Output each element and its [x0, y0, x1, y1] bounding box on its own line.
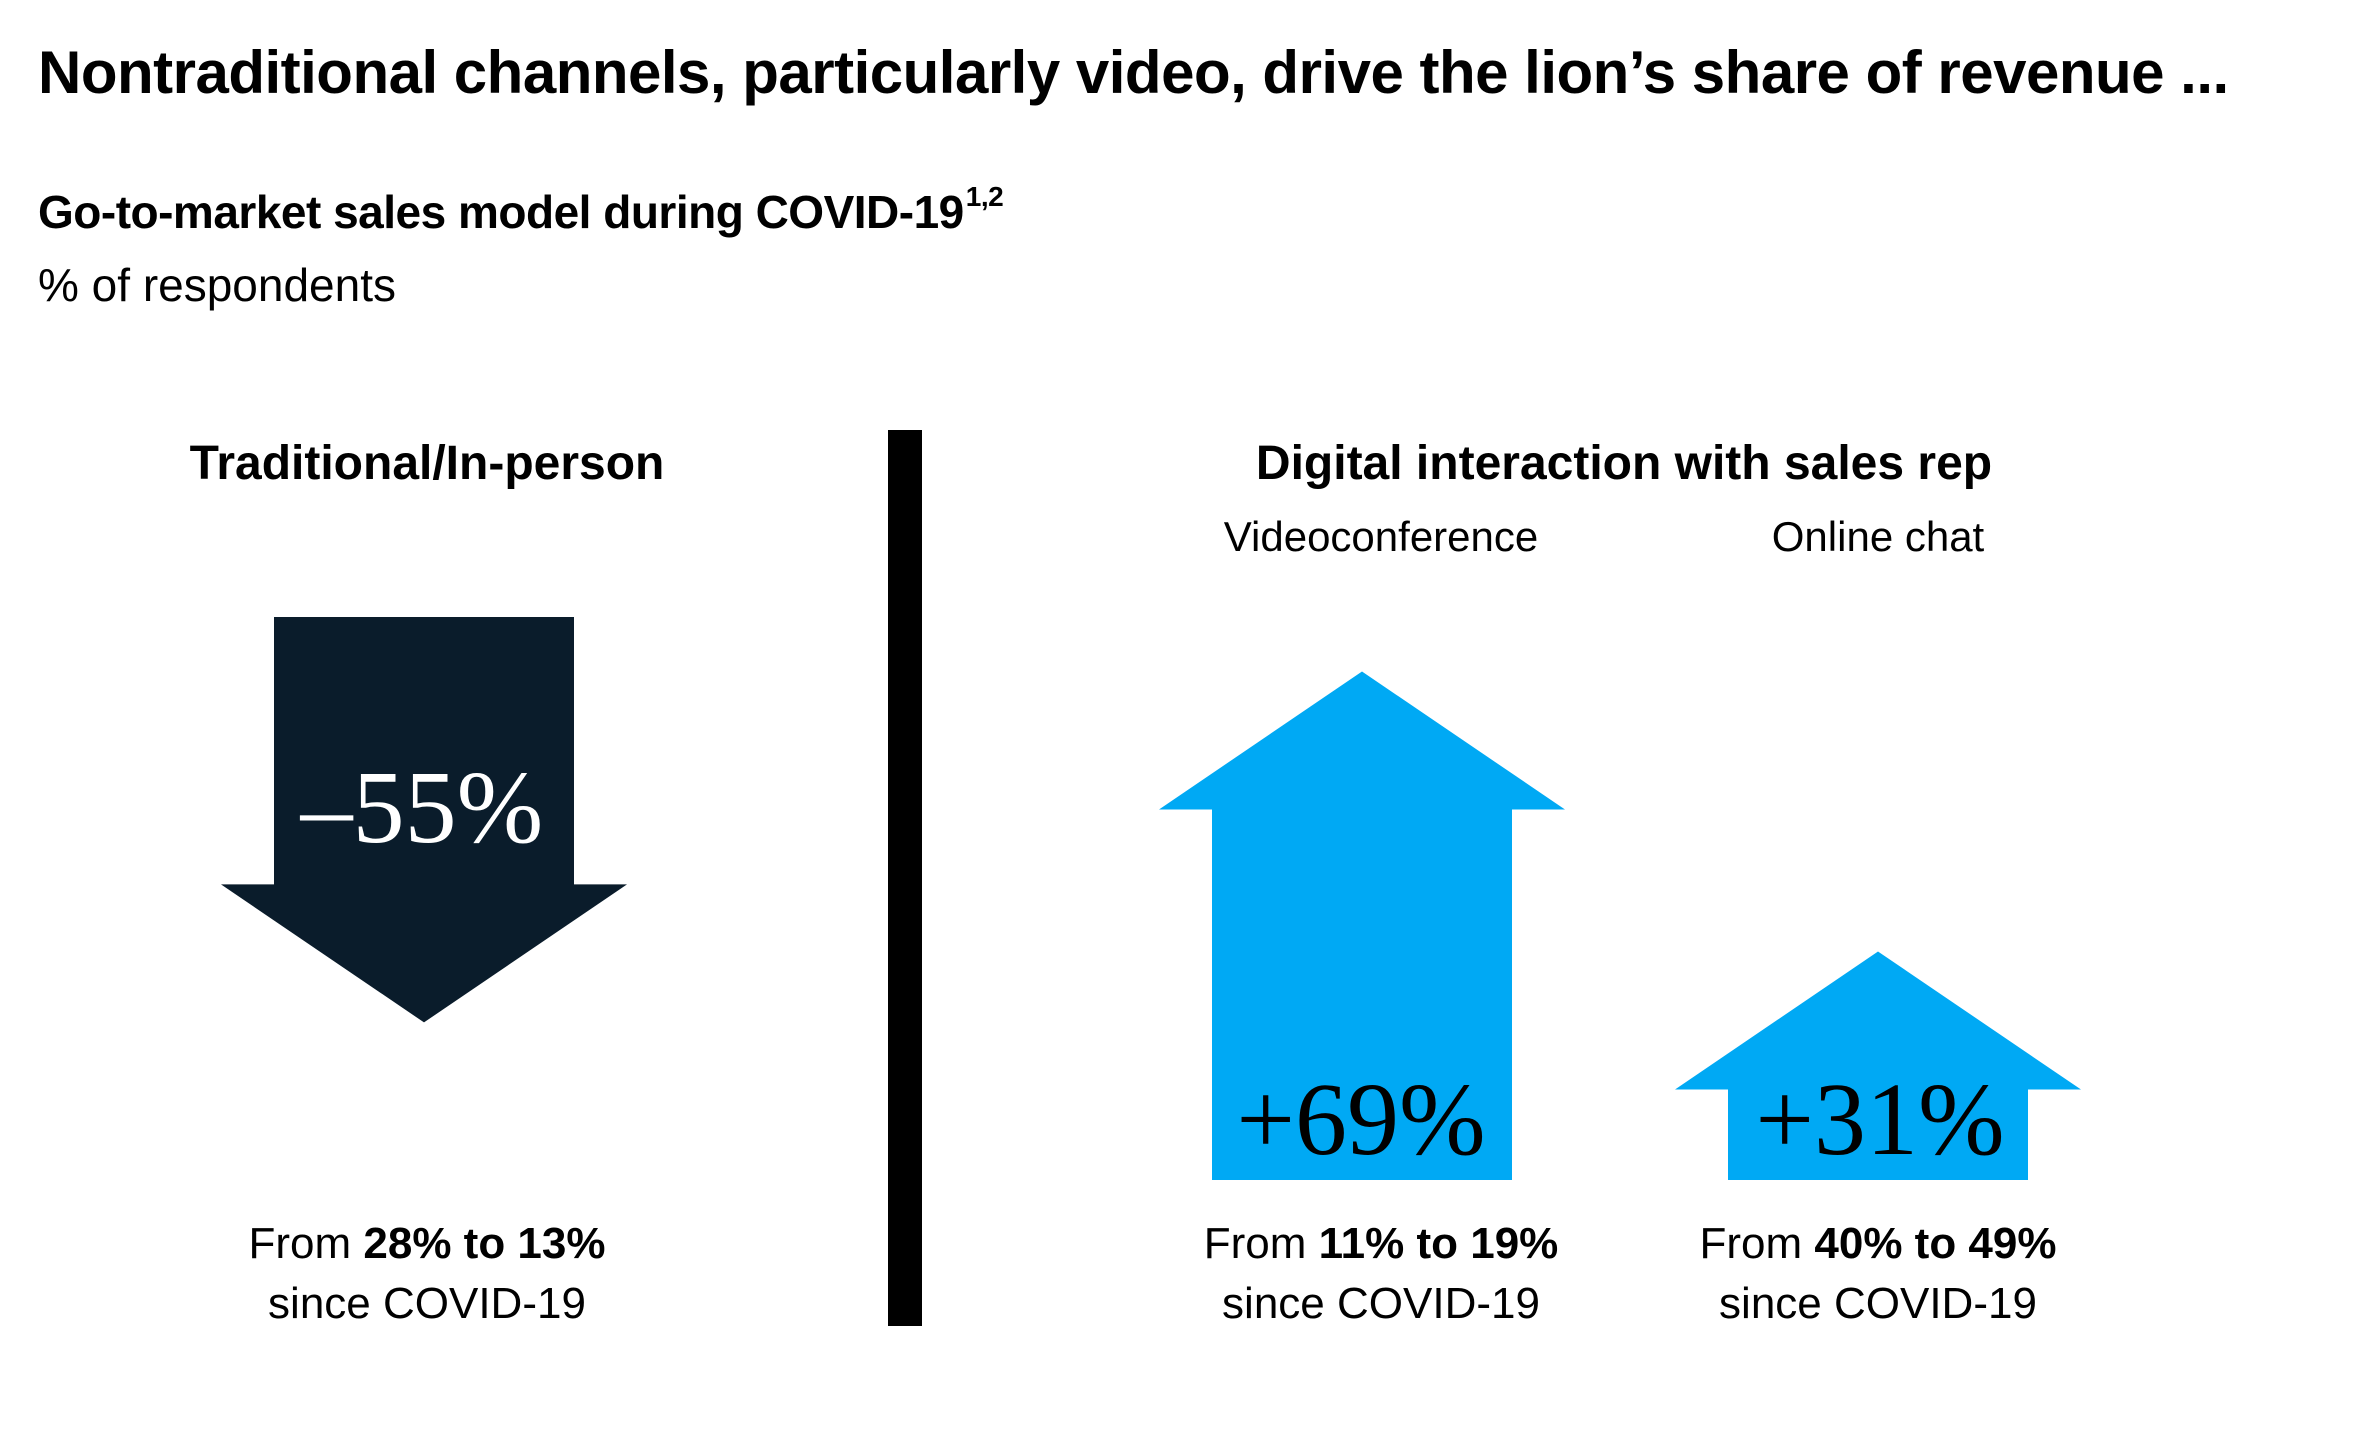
caption-online-chat-prefix: From — [1699, 1219, 1815, 1268]
group-label-traditional: Traditional/In-person — [189, 437, 665, 490]
caption-videoconference-prefix: From — [1203, 1219, 1319, 1268]
caption-videoconference-range: 11% to 19% — [1318, 1219, 1559, 1268]
caption-inperson: From 28% to 13% since COVID-19 — [249, 1214, 606, 1334]
caption-inperson-range: 28% to 13% — [363, 1219, 606, 1268]
caption-online-chat-line1: From 40% to 49% — [1700, 1214, 2057, 1274]
change-label-online-chat: +31% — [1755, 1062, 2004, 1177]
caption-videoconference-line1: From 11% to 19% — [1204, 1214, 1559, 1274]
caption-online-chat-range: 40% to 49% — [1814, 1219, 2057, 1268]
change-label-videoconference: +69% — [1236, 1062, 1485, 1177]
caption-videoconference-line2: since COVID-19 — [1222, 1279, 1540, 1328]
caption-inperson-line1: From 28% to 13% — [249, 1214, 606, 1274]
chart-title: Nontraditional channels, particularly vi… — [38, 39, 2229, 106]
sub-label-online-chat: Online chat — [1771, 513, 1985, 560]
arrow-up-videoconference — [1159, 671, 1565, 1180]
section-divider — [888, 430, 922, 1326]
subtitle-text: Go-to-market sales model during COVID-19 — [38, 186, 964, 238]
unit-label: % of respondents — [38, 259, 397, 311]
caption-inperson-line2: since COVID-19 — [268, 1279, 586, 1328]
caption-online-chat-line2: since COVID-19 — [1719, 1279, 2037, 1328]
caption-online-chat: From 40% to 49% since COVID-19 — [1700, 1214, 2057, 1334]
subtitle-footnote-marker: 1,2 — [965, 181, 1004, 212]
caption-inperson-prefix: From — [248, 1219, 364, 1268]
sub-label-videoconference: Videoconference — [1223, 513, 1539, 560]
group-label-digital: Digital interaction with sales rep — [1255, 437, 1993, 490]
chart-subtitle: Go-to-market sales model during COVID-19… — [38, 181, 1004, 239]
caption-videoconference: From 11% to 19% since COVID-19 — [1204, 1214, 1559, 1334]
change-label-inperson: –55% — [300, 750, 544, 865]
arrow-up-online-chat — [1675, 951, 2081, 1180]
arrow-down-inperson — [221, 617, 627, 1023]
